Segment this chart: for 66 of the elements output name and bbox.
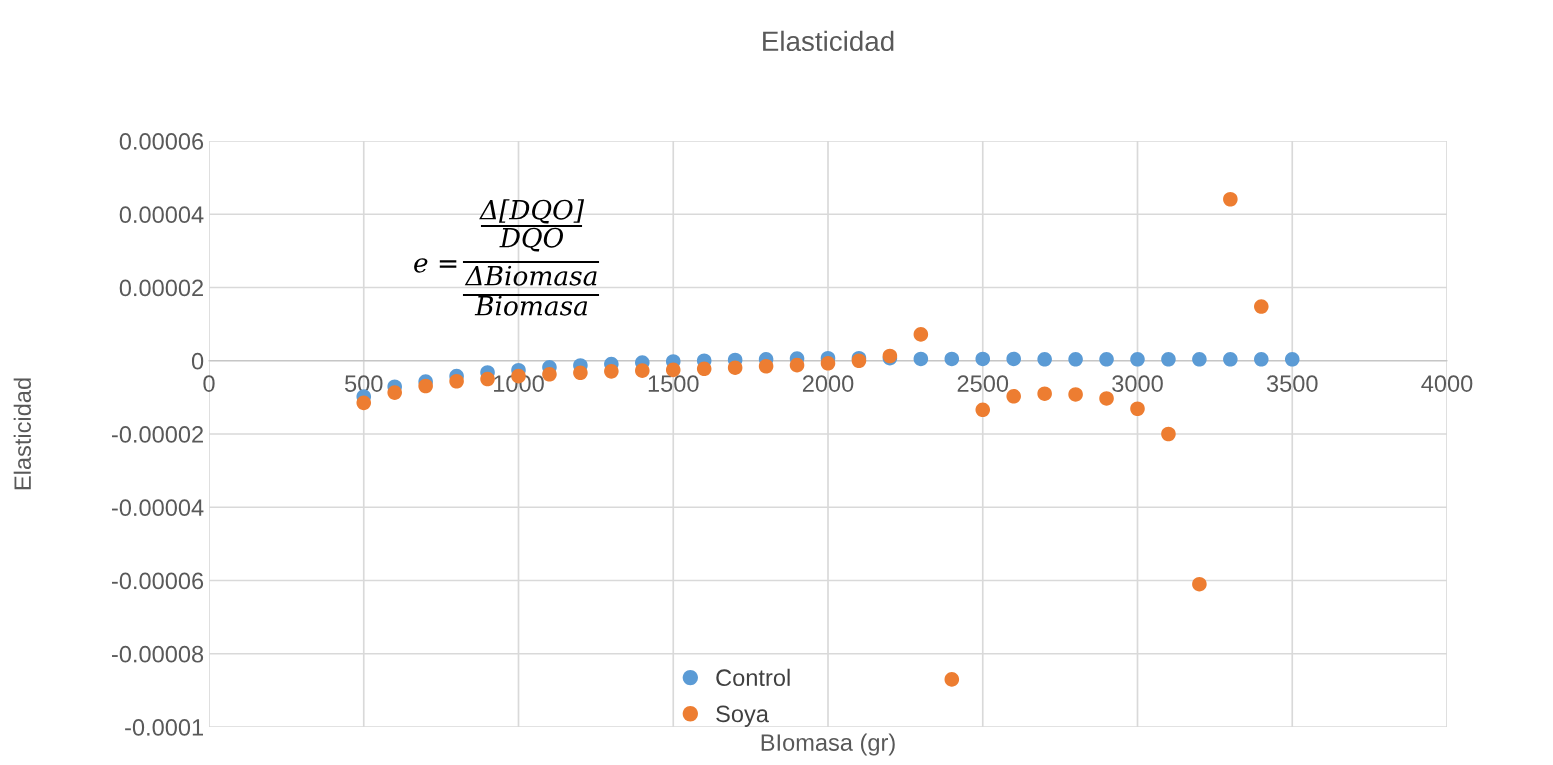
annotation: ΔBiomasa xyxy=(464,265,597,286)
x-tick-label: 3500 xyxy=(1266,375,1318,392)
x-tick-label: 3000 xyxy=(1112,375,1163,392)
annotation: e = xyxy=(414,258,457,273)
annotation: Biomasa xyxy=(474,295,588,316)
x-axis-title: BIomasa (gr) xyxy=(761,733,895,756)
x-tick-label: 500 xyxy=(345,375,383,392)
point xyxy=(820,356,836,371)
point xyxy=(449,373,464,389)
point xyxy=(542,367,557,382)
legend-label: Soya xyxy=(716,705,769,727)
point xyxy=(944,351,960,367)
point xyxy=(1099,352,1114,367)
point xyxy=(913,327,929,342)
point xyxy=(1037,352,1052,367)
y-tick-label: 0.00004 xyxy=(119,206,204,224)
chart-title: Elasticidad xyxy=(763,30,894,52)
legend-label: Control xyxy=(716,668,790,687)
point xyxy=(758,358,774,374)
point xyxy=(944,672,960,687)
y-tick-label: 0 xyxy=(191,352,204,370)
point xyxy=(1192,352,1207,367)
point xyxy=(1006,351,1021,367)
point xyxy=(1006,388,1021,404)
point xyxy=(1161,426,1176,442)
point xyxy=(727,360,743,375)
point xyxy=(789,357,805,373)
point xyxy=(480,371,495,387)
x-tick-label: 1500 xyxy=(648,375,699,392)
point xyxy=(604,364,619,379)
point xyxy=(913,351,929,367)
point xyxy=(1130,352,1145,367)
y-tick-label: -0.00004 xyxy=(111,499,204,517)
x-tick-label: 4000 xyxy=(1421,375,1473,392)
point xyxy=(573,365,588,381)
y-tick-label: -0.00002 xyxy=(111,426,203,443)
y-tick-label: -0.00006 xyxy=(111,572,204,590)
point xyxy=(1099,391,1114,406)
x-tick-label: 2500 xyxy=(957,375,1009,392)
y-tick-label: -0.0001 xyxy=(125,719,203,736)
point xyxy=(1130,401,1145,417)
point xyxy=(975,402,991,418)
point xyxy=(418,378,433,394)
point xyxy=(1068,387,1083,402)
point xyxy=(356,395,372,411)
point xyxy=(1037,386,1052,401)
annotation: DQO xyxy=(499,227,564,252)
x-tick-label: 0 xyxy=(203,375,215,392)
point xyxy=(1223,352,1238,367)
point xyxy=(1192,576,1207,592)
y-tick-label: 0.00002 xyxy=(119,279,203,297)
point xyxy=(635,363,650,378)
point xyxy=(1254,299,1269,314)
y-tick-label: 0.00006 xyxy=(119,133,204,150)
point xyxy=(1254,352,1269,367)
point xyxy=(696,361,712,377)
point xyxy=(975,351,991,367)
point xyxy=(1223,191,1238,207)
y-axis-title: Elasticidad xyxy=(13,378,32,490)
annotation: Δ[DQO] xyxy=(479,199,585,224)
point xyxy=(1161,352,1176,367)
point xyxy=(1284,352,1300,367)
y-tick-label: -0.00008 xyxy=(111,645,204,663)
x-tick-label: 2000 xyxy=(802,375,854,392)
point xyxy=(387,385,402,400)
point xyxy=(1068,352,1083,367)
